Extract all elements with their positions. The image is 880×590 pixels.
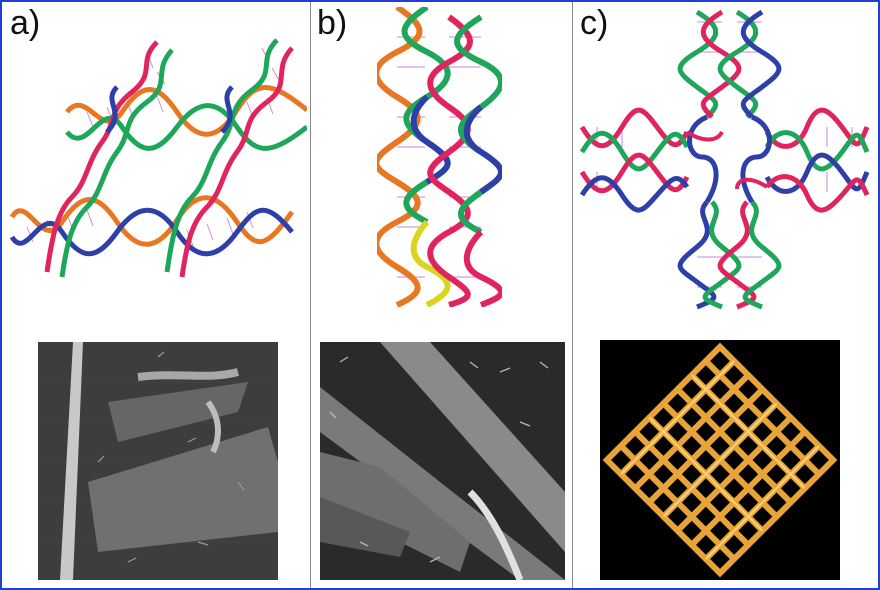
afm-image-lattice-sheets: [38, 342, 278, 580]
dna-lattice-model-a: [9, 38, 307, 278]
afm-image-grid-lattice: [600, 340, 840, 580]
afm-image-ribbons: [320, 342, 565, 580]
panel-divider: [310, 2, 311, 588]
panel-label-b: b): [317, 4, 348, 42]
panel-label-a: a): [10, 4, 41, 42]
dna-ribbon-model-b: [377, 7, 502, 307]
dna-cross-tile-model-c: [579, 9, 870, 310]
panel-label-c: c): [580, 4, 609, 42]
panel-divider: [572, 2, 573, 588]
